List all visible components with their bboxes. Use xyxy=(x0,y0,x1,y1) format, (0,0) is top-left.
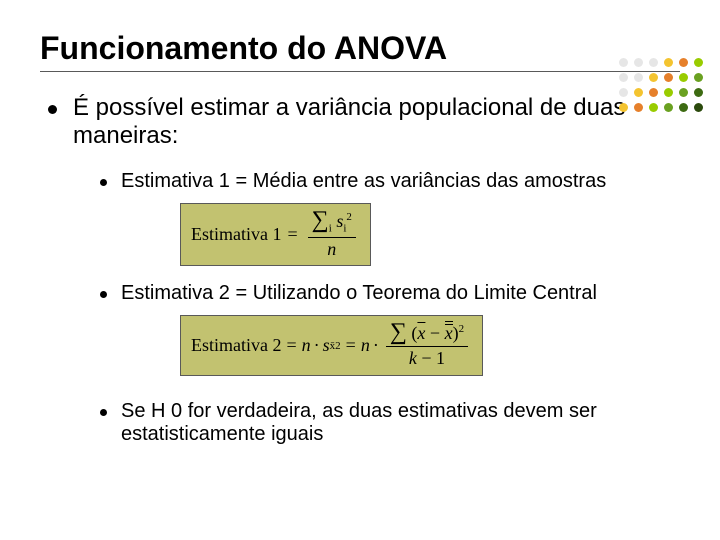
dot-icon xyxy=(634,58,643,67)
dot-icon xyxy=(664,73,673,82)
formula-k: k xyxy=(409,348,417,368)
sub-bullet-2: Estimativa 2 = Utilizando o Teorema do L… xyxy=(100,282,680,305)
dot-icon xyxy=(679,88,688,97)
dot-icon xyxy=(664,88,673,97)
dot-operator: · xyxy=(314,335,320,356)
formula-s: s xyxy=(323,335,330,356)
dot-operator: · xyxy=(373,335,379,356)
dot-icon xyxy=(679,58,688,67)
dot-icon xyxy=(649,88,658,97)
main-bullet: É possível estimar a variância populacio… xyxy=(48,94,680,150)
formula-1-fraction: ∑i si2 n xyxy=(308,210,356,259)
dot-icon xyxy=(694,58,703,67)
title-underline xyxy=(40,71,680,72)
bullet-icon xyxy=(48,105,57,114)
square-sup: 2 xyxy=(459,323,465,335)
equals-sign: = xyxy=(346,335,356,356)
dot-icon xyxy=(634,88,643,97)
equals-sign: = xyxy=(287,224,297,245)
minus-one: − 1 xyxy=(417,348,445,368)
dot-icon xyxy=(634,103,643,112)
minus-sign: − xyxy=(425,323,444,343)
slide-title: Funcionamento do ANOVA xyxy=(40,30,680,67)
sub-bullet-1-text: Estimativa 1 = Média entre as variâncias… xyxy=(121,170,606,193)
formula-2-lhs: Estimativa 2 xyxy=(191,335,281,356)
dot-icon xyxy=(619,73,628,82)
formula-2-fraction: ∑ (x − x)2 k − 1 xyxy=(386,322,468,369)
main-bullet-text: É possível estimar a variância populacio… xyxy=(73,94,680,150)
sub-bullet-3: Se H 0 for verdadeira, as duas estimativ… xyxy=(100,400,680,446)
formula-var-sup: 2 xyxy=(346,211,352,223)
formula-2-box: Estimativa 2 = n · sx̄2 = n · ∑ (x − x)2… xyxy=(180,315,483,376)
sigma-sub: i xyxy=(329,223,332,235)
formula-1-den: n xyxy=(323,238,340,260)
formula-s-sup: 2 xyxy=(335,340,341,352)
sigma-icon: ∑ xyxy=(312,207,329,233)
bullet-icon xyxy=(100,409,107,416)
equals-sign: = xyxy=(286,335,296,356)
sub-bullet-1: Estimativa 1 = Média entre as variâncias… xyxy=(100,170,680,193)
sub-bullet-2-text: Estimativa 2 = Utilizando o Teorema do L… xyxy=(121,282,597,305)
dot-icon xyxy=(694,88,703,97)
decorative-dot-grid xyxy=(619,58,706,115)
formula-n2: n xyxy=(361,335,370,356)
bullet-icon xyxy=(100,179,107,186)
dot-icon xyxy=(679,73,688,82)
dot-icon xyxy=(619,88,628,97)
dot-icon xyxy=(649,103,658,112)
dot-icon xyxy=(694,103,703,112)
dot-icon xyxy=(619,103,628,112)
dot-icon xyxy=(664,103,673,112)
dot-icon xyxy=(649,58,658,67)
x-double-bar: x xyxy=(445,324,453,344)
sigma-icon: ∑ xyxy=(390,319,407,345)
dot-icon xyxy=(664,58,673,67)
dot-icon xyxy=(679,103,688,112)
formula-1-lhs: Estimativa 1 xyxy=(191,224,281,245)
formula-var-sub: i xyxy=(343,223,346,235)
formula-n: n xyxy=(302,335,311,356)
dot-icon xyxy=(619,58,628,67)
bullet-icon xyxy=(100,291,107,298)
dot-icon xyxy=(694,73,703,82)
dot-icon xyxy=(634,73,643,82)
dot-icon xyxy=(649,73,658,82)
formula-1-box: Estimativa 1 = ∑i si2 n xyxy=(180,203,371,266)
sub-bullet-3-text: Se H 0 for verdadeira, as duas estimativ… xyxy=(121,400,680,446)
